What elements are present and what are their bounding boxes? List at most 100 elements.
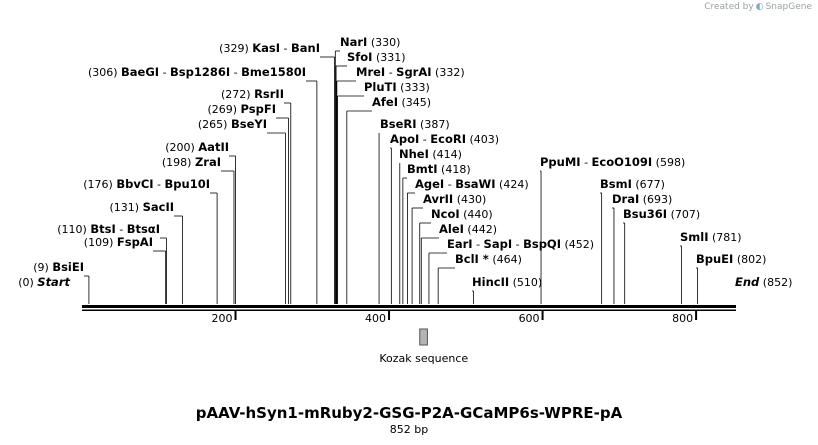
enzyme-name: AfeI — [372, 95, 398, 109]
ruler-tick-label: 600 — [519, 312, 540, 325]
enzyme-name: BseRI — [380, 117, 417, 131]
site-label-afei[interactable]: AfeI (345) — [372, 95, 431, 109]
site-label-bsu36i[interactable]: Bsu36I (707) — [623, 207, 700, 221]
site-label-alei[interactable]: AleI (442) — [439, 222, 497, 236]
enzyme-name: BclI * — [455, 252, 489, 266]
enzyme-name: AatII — [198, 140, 229, 154]
site-label-smli[interactable]: SmlI (781) — [680, 230, 742, 244]
site-label-bsiei[interactable]: (9) BsiEI — [33, 260, 84, 274]
site-separator: - — [581, 156, 592, 169]
enzyme-name: BpuEI — [696, 252, 733, 266]
site-position: (781) — [709, 231, 742, 244]
plasmid-title: pAAV-hSyn1-mRuby2-GSG-P2A-GCaMP6s-WPRE-p… — [195, 404, 623, 422]
snapgene-logo-icon: ◐ — [755, 2, 764, 12]
site-position: (306) — [88, 66, 121, 79]
site-position: (464) — [489, 253, 522, 266]
site-label-apoi-ecori[interactable]: ApoI - EcoRI (403) — [390, 132, 499, 146]
enzyme-name: BaeGI — [121, 65, 159, 79]
ruler: 200 400 600 800 — [212, 311, 698, 325]
enzyme-name: Bpu10I — [165, 177, 210, 191]
site-position: (707) — [667, 208, 700, 221]
enzyme-name: Start — [37, 275, 70, 289]
site-label-start[interactable]: (0) Start — [18, 275, 70, 289]
site-position: (442) — [464, 223, 497, 236]
site-label-nari[interactable]: NarI (330) — [340, 35, 400, 49]
enzyme-name: EcoO109I — [592, 155, 653, 169]
enzyme-name: DraI — [612, 192, 639, 206]
site-label-drai[interactable]: DraI (693) — [612, 192, 672, 206]
site-label-zrai[interactable]: (198) ZraI — [162, 155, 221, 169]
site-label-agei-bsawi[interactable]: AgeI - BsaWI (424) — [415, 177, 529, 191]
site-label-bbvci-bpu10i[interactable]: (176) BbvCI - Bpu10I — [83, 177, 210, 191]
site-position: (424) — [496, 178, 529, 191]
enzyme-name: AvrII — [423, 192, 453, 206]
site-label-bseyi[interactable]: (265) BseYI — [198, 117, 267, 131]
features: Kozak sequence — [379, 328, 468, 365]
site-separator: - — [159, 66, 170, 79]
site-label-btsi-bts-i[interactable]: (110) BtsI - BtsαI — [57, 222, 160, 236]
enzyme-name: NheI — [399, 147, 429, 161]
enzyme-name: SgrAI — [396, 65, 431, 79]
site-label-pluti[interactable]: PluTI (333) — [364, 80, 430, 94]
credit-brand: SnapGene — [765, 2, 812, 12]
enzyme-name: BsaWI — [455, 177, 495, 191]
enzyme-name: Bsp1286I — [170, 65, 230, 79]
backbone-strand-top — [82, 305, 736, 308]
enzyme-name: PpuMI — [540, 155, 581, 169]
kozak-feature-box[interactable] — [419, 328, 428, 346]
site-label-aatii[interactable]: (200) AatII — [165, 140, 229, 154]
site-position: (269) — [207, 103, 240, 116]
site-position: (265) — [198, 118, 231, 131]
enzyme-name: BseYI — [231, 117, 267, 131]
site-label-bmti[interactable]: BmtI (418) — [407, 162, 471, 176]
kozak-feature-label: Kozak sequence — [379, 352, 468, 365]
site-label-pspfi[interactable]: (269) PspFI — [207, 102, 276, 116]
site-position: (131) — [110, 201, 143, 214]
site-position: (387) — [417, 118, 450, 131]
enzyme-name: SacII — [143, 200, 174, 214]
site-label-bsmi[interactable]: BsmI (677) — [600, 177, 665, 191]
enzyme-name: HincII — [472, 275, 509, 289]
site-position: (176) — [83, 178, 116, 191]
site-label-fspai[interactable]: (109) FspAI — [84, 235, 153, 249]
enzyme-name: BsmI — [600, 177, 632, 191]
site-separator: - — [385, 66, 396, 79]
site-position: (510) — [509, 276, 542, 289]
enzyme-name: PspFI — [241, 102, 276, 116]
site-label-eari-sapi-bspqi[interactable]: EarI - SapI - BspQI (452) — [447, 237, 594, 251]
site-label-kasi-bani[interactable]: (329) KasI - BanI — [219, 41, 320, 55]
site-label-ppumi-ecoo109i[interactable]: PpuMI - EcoO109I (598) — [540, 155, 685, 169]
enzyme-name: ZraI — [195, 155, 221, 169]
site-position: (598) — [652, 156, 685, 169]
enzyme-name: KasI — [252, 41, 280, 55]
enzyme-name: BtsI — [90, 222, 115, 236]
site-label-sacii[interactable]: (131) SacII — [110, 200, 175, 214]
site-label-end[interactable]: End (852) — [735, 275, 792, 289]
ruler-tick-label: 200 — [212, 312, 233, 325]
site-label-bpuei[interactable]: BpuEI (802) — [696, 252, 766, 266]
site-position: (329) — [219, 42, 252, 55]
site-label-bseri[interactable]: BseRI (387) — [380, 117, 450, 131]
site-position: (331) — [372, 51, 405, 64]
site-label-mrei-sgrai[interactable]: MreI - SgrAI (332) — [356, 65, 465, 79]
site-position: (345) — [398, 96, 431, 109]
site-label-avrii[interactable]: AvrII (430) — [423, 192, 486, 206]
credit-watermark: Created by ◐ SnapGene — [704, 2, 812, 12]
enzyme-name: EarI — [447, 237, 473, 251]
site-label-ncoi[interactable]: NcoI (440) — [431, 207, 493, 221]
site-separator: - — [419, 133, 430, 146]
site-position: (418) — [438, 163, 471, 176]
enzyme-name: RsrII — [254, 87, 284, 101]
site-label-bcli[interactable]: BclI * (464) — [455, 252, 522, 266]
site-position: (109) — [84, 236, 117, 249]
site-label-sfoi[interactable]: SfoI (331) — [347, 50, 406, 64]
site-label-rsrii[interactable]: (272) RsrII — [221, 87, 284, 101]
site-label-nhei[interactable]: NheI (414) — [399, 147, 462, 161]
site-separator: - — [116, 223, 127, 236]
site-label-baegi-bsp1286i-bme1580i[interactable]: (306) BaeGI - Bsp1286I - Bme1580I — [88, 65, 306, 79]
enzyme-name: MreI — [356, 65, 385, 79]
backbone-strand-bottom — [82, 309, 736, 311]
site-position: (110) — [57, 223, 90, 236]
site-position: (198) — [162, 156, 195, 169]
site-label-hincii[interactable]: HincII (510) — [472, 275, 542, 289]
